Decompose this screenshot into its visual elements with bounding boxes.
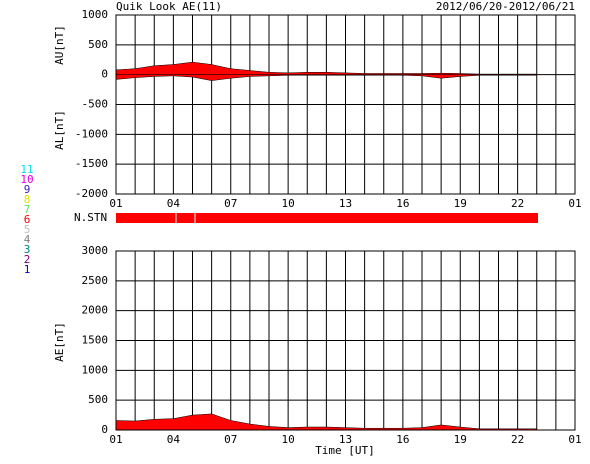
station-number: 10 [20, 173, 33, 186]
station-label: N.STN [74, 211, 107, 224]
station-number: 1 [24, 263, 31, 276]
x-tick-label: 19 [454, 197, 467, 210]
station-number: 5 [24, 223, 31, 236]
y-tick-label: 500 [88, 393, 108, 406]
y-tick-label: 2000 [82, 304, 109, 317]
station-number: 6 [24, 213, 31, 226]
x-tick-label: 16 [396, 433, 409, 446]
y-tick-label: 0 [101, 423, 108, 436]
x-tick-label: 07 [224, 197, 237, 210]
x-tick-label: 04 [167, 433, 181, 446]
y-tick-label: 2500 [82, 274, 109, 287]
station-number: 11 [20, 163, 33, 176]
date-range: 2012/06/20-2012/06/21 [436, 0, 575, 13]
y-tick-label: 3000 [82, 244, 109, 257]
station-bar [116, 213, 538, 223]
x-tick-label: 22 [511, 197, 524, 210]
station-number: 2 [24, 253, 31, 266]
y-axis-label: AE[nT] [53, 322, 66, 362]
area [115, 61, 537, 75]
station-number: 8 [24, 193, 31, 206]
x-axis-label: Time [UT] [315, 444, 375, 457]
x-tick-label: 01 [568, 433, 581, 446]
x-tick-label: 10 [282, 433, 295, 446]
x-tick-label: 07 [224, 433, 237, 446]
y-tick-label: 1000 [82, 8, 109, 21]
x-tick-label: 16 [396, 197, 409, 210]
x-tick-label: 13 [339, 197, 352, 210]
x-tick-label: 22 [511, 433, 524, 446]
x-tick-label: 01 [109, 433, 122, 446]
y-tick-label: -2000 [75, 187, 108, 200]
station-number: 4 [24, 233, 31, 246]
x-tick-label: 04 [167, 197, 181, 210]
area [115, 74, 537, 81]
y-tick-label: 500 [88, 38, 108, 51]
y-tick-label: 0 [101, 68, 108, 81]
x-tick-label: 13 [339, 433, 352, 446]
y-tick-label: -1000 [75, 127, 108, 140]
x-tick-label: 19 [454, 433, 467, 446]
station-number: 7 [24, 203, 31, 216]
y-tick-label: 1000 [82, 363, 109, 376]
plot-frame [115, 14, 576, 195]
y-axis-label: AL[nT] [53, 110, 66, 150]
y-tick-label: 1500 [82, 334, 109, 347]
area [115, 413, 537, 431]
y-tick-label: -500 [82, 98, 109, 111]
x-tick-label: 01 [109, 197, 122, 210]
y-tick-label: -1500 [75, 157, 108, 170]
x-tick-label: 10 [282, 197, 295, 210]
y-axis-label: AU[nT] [53, 25, 66, 65]
x-tick-label: 01 [568, 197, 581, 210]
plot-frame [115, 250, 576, 431]
station-number: 9 [24, 183, 31, 196]
station-number: 3 [24, 243, 31, 256]
chart-title: Quik Look AE(11) [116, 0, 222, 13]
